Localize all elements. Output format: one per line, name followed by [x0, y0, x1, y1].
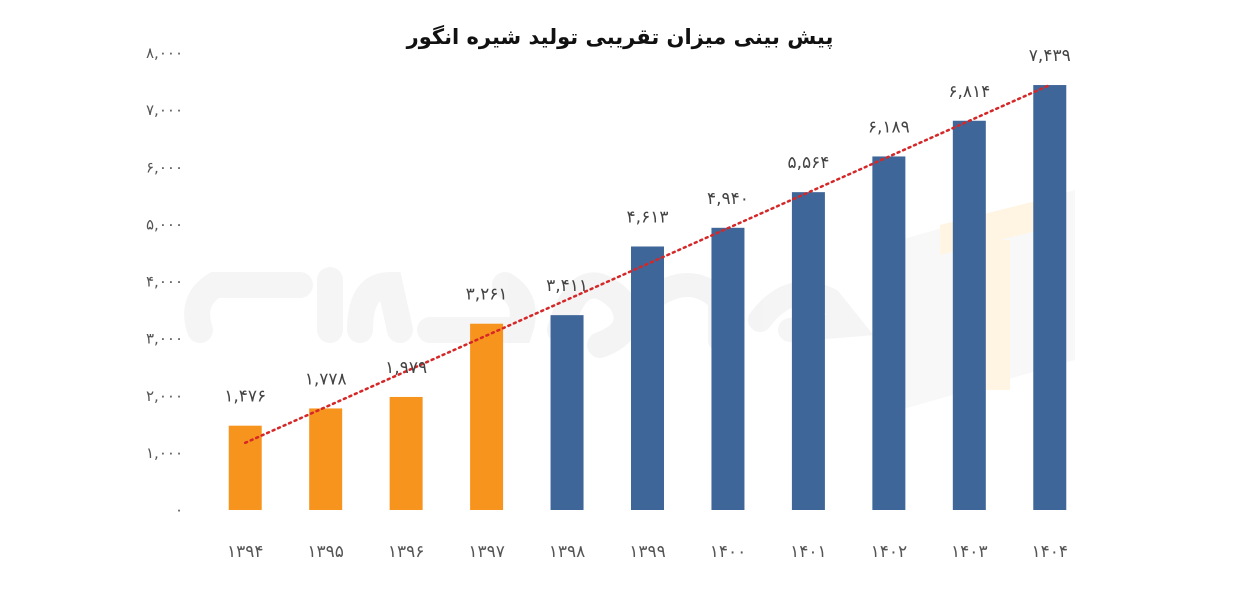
x-tick-label: ۱۳۹۹ [629, 542, 666, 562]
y-tick-label: ۴,۰۰۰ [146, 273, 183, 291]
data-label: ۶,۱۸۹ [868, 117, 910, 137]
bar [711, 227, 745, 511]
x-tick-label: ۱۴۰۱ [790, 542, 827, 562]
x-axis: ۱۳۹۴ ۱۳۹۵ ۱۳۹۶ ۱۳۹۷ ۱۳۹۸ ۱۳۹۹ ۱۴۰۰ ۱۴۰۱ ۱۴۰۲ ۱۴۰۳… [227, 542, 1068, 562]
y-tick-label: ۳,۰۰۰ [146, 330, 183, 348]
data-labels-group: ۱,۴۷۶ ۱,۷۷۸ ۱,۹۷۹ ۳,۲۶۱ ۳,۴۱۱ ۴,۶۱۳ ۴,۹۴۰ ۵,۵۶۴… [224, 46, 1070, 407]
bars-group [228, 85, 1067, 511]
y-tick-label: ۸,۰۰۰ [146, 44, 183, 62]
x-tick-label: ۱۳۹۶ [388, 542, 425, 562]
x-tick-label: ۱۴۰۲ [871, 542, 908, 562]
y-tick-label: ۱,۰۰۰ [146, 444, 183, 462]
trendline [243, 83, 1052, 445]
chart-title: پیش بینی میزان تقریبی تولید شیره انگور [406, 24, 834, 49]
y-tick-label: ۷,۰۰۰ [146, 101, 183, 119]
x-tick-label: ۱۴۰۰ [710, 542, 747, 562]
x-tick-label: ۱۳۹۸ [549, 542, 586, 562]
x-tick-label: ۱۳۹۴ [227, 542, 264, 562]
bar [309, 408, 343, 510]
x-tick-label: ۱۴۰۴ [1032, 542, 1069, 562]
data-label: ۱,۴۷۶ [224, 387, 266, 407]
data-label: ۶,۸۱۴ [948, 82, 990, 102]
data-label: ۱,۷۷۸ [305, 369, 347, 389]
bar [389, 396, 423, 510]
bar [952, 120, 986, 511]
y-tick-label: ۶,۰۰۰ [146, 158, 183, 176]
x-tick-label: ۱۳۹۷ [468, 542, 505, 562]
bar [550, 315, 584, 510]
bar [872, 156, 906, 510]
trendline-group [243, 83, 1052, 445]
y-tick-label: ۵,۰۰۰ [146, 215, 183, 233]
bar [791, 192, 825, 510]
bar [470, 323, 504, 510]
y-tick-label: ۰ [175, 501, 183, 519]
data-label: ۳,۲۶۱ [466, 285, 508, 305]
data-label: ۵,۵۶۴ [787, 153, 829, 173]
watermark-logo [184, 190, 1075, 410]
x-tick-label: ۱۴۰۳ [951, 542, 988, 562]
bar [631, 246, 664, 511]
x-tick-label: ۱۳۹۵ [307, 542, 344, 562]
data-label: ۳,۴۱۱ [546, 276, 588, 296]
bar [1033, 85, 1067, 511]
y-axis: ۰ ۱,۰۰۰ ۲,۰۰۰ ۳,۰۰۰ ۴,۰۰۰ ۵,۰۰۰ ۶,۰۰۰ ۷,۰۰۰ ۸,۰۰… [146, 44, 183, 519]
data-label: ۴,۹۴۰ [707, 189, 749, 209]
data-label: ۴,۶۱۳ [627, 207, 669, 227]
bar [228, 425, 262, 510]
data-label: ۷,۴۳۹ [1029, 46, 1071, 66]
y-tick-label: ۲,۰۰۰ [146, 387, 183, 405]
data-label: ۱,۹۷۹ [385, 358, 427, 378]
